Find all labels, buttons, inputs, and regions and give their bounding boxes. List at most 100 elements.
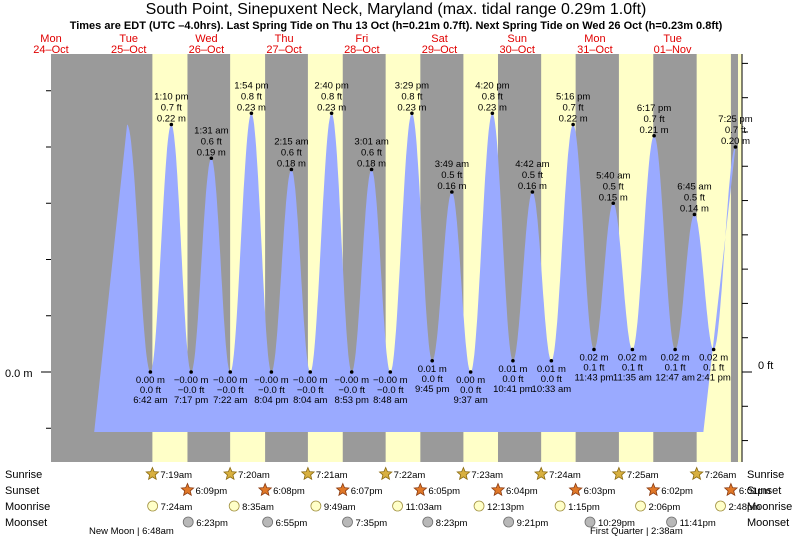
low-tide-metres: 0.02 m (618, 353, 647, 364)
sunset-time: 6:03pm (584, 486, 616, 497)
low-tide-time: 8:53 pm (335, 395, 369, 406)
moonrise-icon (310, 500, 322, 512)
high-tide-dot (652, 133, 656, 138)
low-tide-dot (430, 358, 435, 363)
high-tide-dot (209, 156, 214, 161)
high-tide-feet: 0.5 ft (522, 170, 543, 181)
moonrise-time: 8:35am (242, 502, 274, 513)
high-tide-feet: 0.8 ft (321, 91, 342, 102)
low-tide-dot (148, 370, 153, 374)
day-label-date: 01–Nov (654, 44, 692, 56)
sunset-icon (490, 482, 506, 497)
low-tide-feet: 0.1 ft (583, 363, 604, 374)
sunrise-icon (534, 466, 549, 481)
moonset-time: 6:55pm (276, 518, 308, 529)
low-tide-metres: −0.00 m (373, 375, 408, 386)
moonrise-time: 9:49am (324, 502, 356, 513)
moonset-icon (262, 516, 274, 528)
low-tide-time: 11:43 pm (575, 373, 614, 384)
sunset-time: 6:05pm (428, 486, 460, 497)
high-tide-time: 4:20 pm (475, 80, 509, 91)
moonrise-time: 11:03am (406, 502, 442, 513)
low-tide-feet: −0.0 ft (217, 385, 244, 396)
low-tide-metres: 0.00 m (136, 375, 165, 386)
right-edge-band (738, 54, 742, 462)
high-tide-time: 5:16 pm (556, 92, 590, 103)
sunrise-icon (689, 466, 704, 481)
low-tide-metres: 0.02 m (579, 353, 608, 364)
day-label-date: 27–Oct (266, 44, 301, 56)
tide-curve (94, 113, 736, 432)
row-label-moonrise-left: Moonrise (5, 501, 50, 513)
low-tide-dot (349, 370, 354, 374)
low-tide-dot (592, 347, 596, 352)
low-tide-time: 8:04 am (293, 395, 327, 406)
high-tide-feet: 0.8 ft (241, 91, 262, 102)
sunrise-time: 7:23am (471, 470, 503, 481)
high-tide-metres: 0.15 m (599, 192, 628, 203)
high-tide-dot (490, 111, 495, 116)
moonrise-icon (715, 500, 726, 512)
moonset-time: 10:29pm (598, 518, 635, 529)
sunset-icon (723, 482, 739, 497)
moonset-icon (503, 516, 515, 528)
high-tide-time: 6:45 am (677, 182, 711, 193)
low-tide-feet: −0.0 ft (377, 385, 404, 396)
day-label-dow: Fri (355, 33, 368, 45)
sunset-time: 6:08pm (273, 486, 305, 497)
high-tide-metres: 0.18 m (357, 159, 386, 170)
low-tide-metres: −0.00 m (174, 375, 209, 386)
sunrise-icon (223, 466, 238, 481)
moonrise-icon (473, 500, 485, 512)
sunrise-icon (145, 466, 160, 481)
high-tide-metres: 0.18 m (277, 159, 306, 170)
day-label-date: 26–Oct (189, 44, 224, 56)
low-tide-feet: 0.1 ft (703, 363, 724, 374)
axes (41, 54, 752, 462)
low-tide-metres: 0.00 m (456, 375, 485, 386)
low-tide-time: 8:04 pm (254, 395, 288, 406)
high-tide-metres: 0.21 m (640, 125, 669, 136)
row-label-sunrise-left: Sunrise (5, 469, 42, 481)
day-label-dow: Wed (195, 33, 217, 45)
moonset-icon (666, 516, 677, 528)
row-label-moonset-left: Moonset (5, 517, 47, 529)
sunrise-time: 7:19am (160, 470, 192, 481)
high-tide-dot (289, 167, 294, 172)
high-tide-metres: 0.22 m (157, 114, 186, 125)
high-tide-time: 1:31 am (194, 125, 228, 136)
moonset-icon (422, 516, 434, 528)
low-tide-feet: 0.0 ft (502, 374, 523, 385)
high-tide-feet: 0.7 ft (161, 103, 182, 114)
high-tide-dot (733, 145, 738, 149)
sunset-time: 6:09pm (195, 486, 227, 497)
high-tide-feet: 0.5 ft (441, 170, 462, 181)
day-label-date: 28–Oct (344, 44, 379, 56)
high-tide-time: 3:29 pm (395, 80, 429, 91)
moonrise-time: 2:48pm (729, 502, 761, 513)
row-label-moonset-right: Moonset (747, 517, 789, 529)
high-tide-dot (410, 111, 414, 116)
low-tide-feet: 0.1 ft (622, 363, 643, 374)
sunrise-icon (300, 466, 316, 481)
low-tide-time: 8:48 am (373, 395, 407, 406)
moonrise-icon (635, 500, 646, 512)
high-tide-metres: 0.23 m (317, 102, 346, 113)
high-tide-metres: 0.22 m (559, 114, 588, 125)
sunset-icon (413, 482, 428, 497)
high-tide-dot (571, 122, 575, 127)
sunrise-time: 7:25am (627, 470, 659, 481)
moonset-time: 11:41pm (680, 518, 716, 529)
sunset-icon (335, 482, 350, 497)
low-tide-feet: −0.0 ft (178, 385, 205, 396)
low-tide-dot (468, 370, 473, 374)
low-tide-time: 7:17 pm (174, 395, 208, 406)
high-tide-dot (611, 201, 616, 206)
sunrise-time: 7:20am (238, 470, 270, 481)
low-tide-dot (673, 347, 677, 352)
moonset-icon (182, 516, 194, 528)
day-label-dow: Tue (663, 33, 682, 45)
low-tide-time: 9:45 pm (415, 384, 449, 395)
sunrise-icon (456, 466, 471, 481)
moonrise-icon (147, 500, 159, 512)
